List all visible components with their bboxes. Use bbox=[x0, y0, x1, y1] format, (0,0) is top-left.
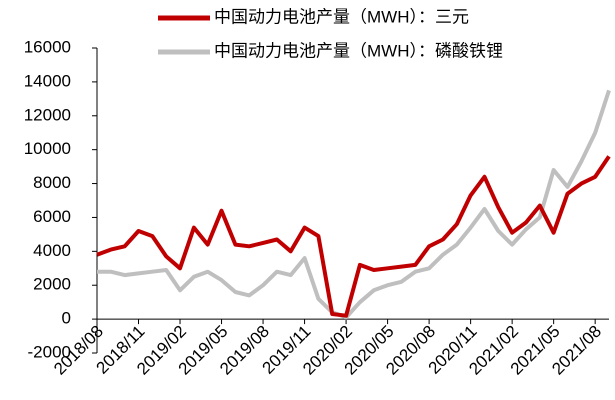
y-tick-label: 8000 bbox=[33, 173, 71, 192]
y-tick-label: 16000 bbox=[24, 37, 71, 56]
y-tick-label: 0 bbox=[62, 309, 71, 328]
y-tick-label: 14000 bbox=[24, 71, 71, 90]
y-tick-label: 2000 bbox=[33, 275, 71, 294]
y-tick-label: 10000 bbox=[24, 139, 71, 158]
y-tick-label: -2000 bbox=[28, 342, 71, 361]
y-tick-label: 6000 bbox=[33, 207, 71, 226]
y-tick-label: 12000 bbox=[24, 105, 71, 124]
legend-label: 中国动力电池产量（MWH）：磷酸铁锂 bbox=[214, 41, 503, 60]
series-line bbox=[96, 155, 611, 318]
legend-label: 中国动力电池产量（MWH）：三元 bbox=[214, 7, 469, 26]
series-line bbox=[97, 89, 611, 320]
y-tick-label: 4000 bbox=[33, 241, 71, 260]
